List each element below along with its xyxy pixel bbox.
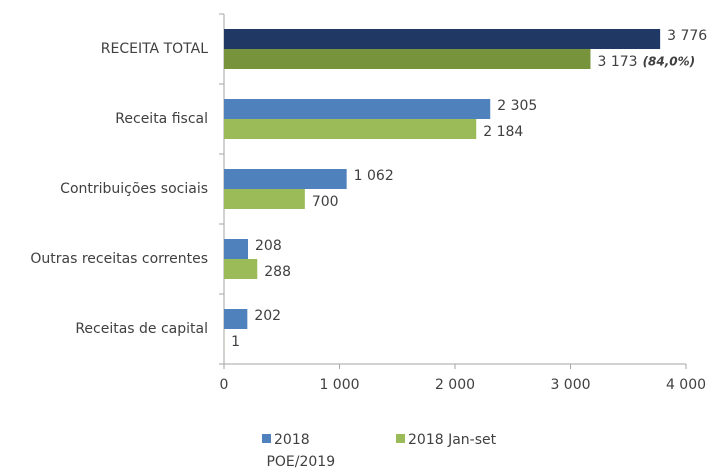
value-label: 1 062	[354, 168, 394, 184]
bar	[224, 169, 347, 189]
bar	[224, 49, 591, 69]
bar	[224, 29, 661, 49]
bar	[224, 99, 491, 119]
value-label: 202	[254, 308, 281, 324]
legend-label: 2018 Jan-set	[408, 432, 497, 448]
x-tick-label: 1 000	[319, 377, 359, 393]
value-label: 3 173	[597, 54, 637, 70]
category-label: Outras receitas correntes	[30, 251, 208, 267]
value-label: 2 184	[483, 124, 523, 140]
bar	[224, 239, 249, 259]
bar	[224, 259, 258, 279]
annotation: (84,0%)	[643, 55, 696, 69]
x-tick-label: 0	[220, 377, 229, 393]
value-label: 1	[231, 334, 240, 350]
legend-swatch	[396, 434, 405, 443]
bar	[224, 309, 248, 329]
category-label: RECEITA TOTAL	[101, 41, 208, 57]
category-label: Contribuições sociais	[60, 181, 208, 197]
legend-label: 2018 POE/2019	[262, 432, 335, 470]
bar	[224, 189, 305, 209]
value-label: 2 305	[497, 98, 537, 114]
x-tick-label: 3 000	[550, 377, 590, 393]
x-tick-label: 4 000	[666, 377, 706, 393]
bar	[224, 119, 477, 139]
value-label: 288	[264, 264, 291, 280]
legend-swatch	[262, 434, 271, 443]
value-label: 208	[255, 238, 282, 254]
x-tick-label: 2 000	[435, 377, 475, 393]
value-label: 700	[312, 194, 339, 210]
value-label: 3 776	[667, 28, 707, 44]
category-label: Receitas de capital	[75, 321, 208, 337]
category-label: Receita fiscal	[115, 111, 208, 127]
